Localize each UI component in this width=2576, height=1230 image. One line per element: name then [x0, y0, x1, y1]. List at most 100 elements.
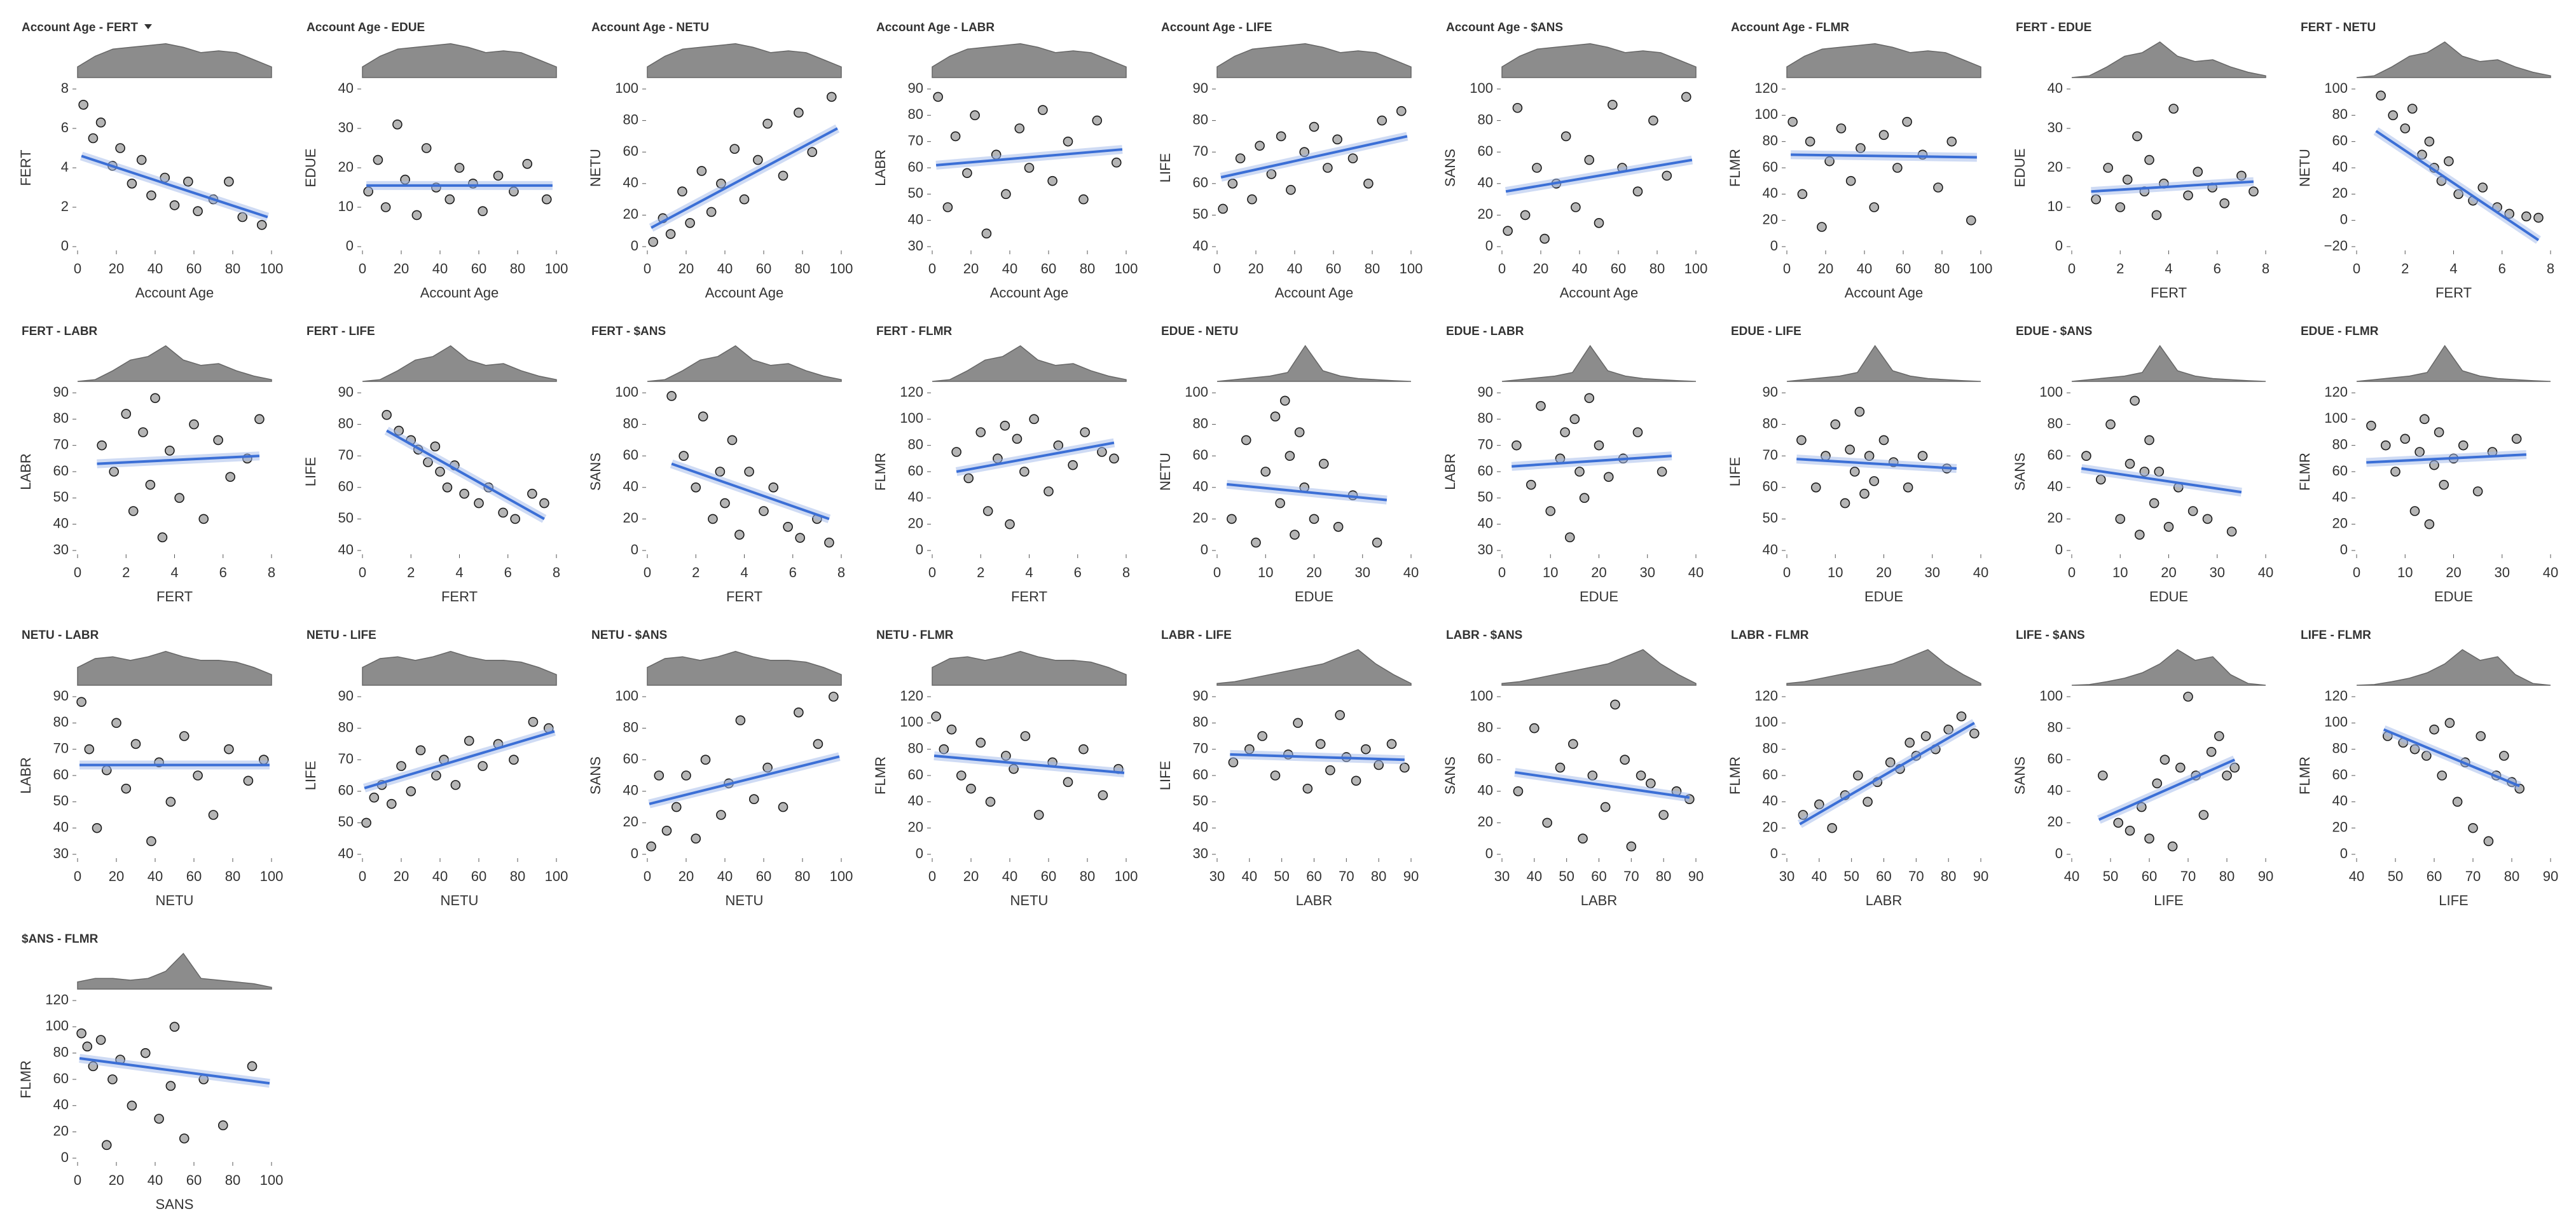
x-tick-label: 90 [1688, 868, 1704, 884]
y-tick-label: 50 [338, 814, 354, 830]
x-axis-label: Account Age [135, 285, 214, 301]
y-tick-label: 80 [623, 415, 638, 431]
x-tick-label: 100 [1115, 868, 1138, 884]
point [2091, 194, 2101, 205]
point [1294, 427, 1305, 437]
point [1318, 458, 1329, 469]
point [681, 770, 691, 781]
point [1853, 770, 1863, 781]
panel-title: EDUE - LABR [1446, 325, 1524, 338]
x-tick-label: 0 [2068, 564, 2076, 580]
x-axis-label: LABR [1581, 892, 1617, 908]
y-tick-label: 0 [631, 238, 638, 254]
y-axis-label: NETU [588, 149, 603, 187]
panel-title: FERT - LIFE [307, 325, 375, 338]
x-tick-label: 50 [1274, 868, 1289, 884]
point [2193, 167, 2203, 177]
regression-line [1227, 482, 1388, 502]
point [2144, 435, 2154, 446]
marginal-density [1786, 43, 1981, 78]
point [150, 393, 160, 404]
y-tick-label: 40 [338, 80, 354, 96]
point [671, 802, 682, 812]
point [107, 1074, 118, 1084]
point [708, 514, 718, 524]
x-tick-label: 0 [1213, 564, 1221, 580]
point [1532, 163, 1542, 173]
point [829, 692, 839, 702]
point [392, 120, 403, 130]
point [933, 92, 943, 102]
y-axis-label: SANS [1442, 756, 1458, 795]
y-tick-label: 100 [615, 384, 638, 400]
y-tick-label: 60 [53, 463, 69, 479]
panel-title: Account Age - LIFE [1161, 21, 1272, 34]
point [946, 724, 957, 735]
y-tick-label: 40 [53, 819, 69, 835]
x-tick-label: 60 [1041, 868, 1056, 884]
point [1564, 532, 1575, 543]
point [1109, 453, 1119, 464]
point [136, 154, 147, 165]
y-tick-label: 80 [1193, 714, 1208, 730]
y-axis-label: NETU [2297, 149, 2313, 187]
point [140, 1048, 151, 1058]
point [794, 707, 804, 718]
point [1019, 467, 1030, 477]
panel-title: EDUE - FLMR [2301, 325, 2379, 338]
point [2198, 810, 2209, 820]
marginal-density [2356, 345, 2551, 382]
marginal-density [362, 43, 557, 78]
point [169, 1022, 180, 1032]
marginal-density [1216, 649, 1412, 686]
x-tick-label: 8 [1122, 564, 1130, 580]
x-tick-label: 40 [2258, 564, 2273, 580]
x-tick-label: 100 [260, 261, 284, 277]
dropdown-arrow[interactable] [144, 24, 152, 29]
y-tick-label: 90 [53, 384, 69, 400]
x-tick-label: 80 [1656, 868, 1671, 884]
point [1902, 116, 1912, 127]
y-tick-label: 100 [900, 714, 923, 730]
point [2407, 104, 2418, 114]
y-tick-label: 80 [1193, 415, 1208, 431]
point [2400, 434, 2411, 444]
x-axis-label: FERT [1011, 589, 1047, 605]
x-tick-label: 20 [678, 261, 694, 277]
point [2477, 182, 2488, 193]
x-tick-label: 40 [717, 261, 733, 277]
x-axis-label: SANS [156, 1196, 194, 1212]
panel-title: NETU - LIFE [307, 629, 376, 642]
point [826, 92, 837, 102]
y-axis-label: LABR [872, 149, 888, 186]
x-tick-label: 60 [1876, 868, 1891, 884]
x-tick-label: 40 [1527, 868, 1542, 884]
y-tick-label: 100 [2324, 714, 2348, 730]
point [1279, 395, 1290, 406]
point [2424, 519, 2435, 530]
panel-title: FERT - NETU [2301, 21, 2376, 34]
y-tick-label: 60 [1478, 463, 1493, 479]
y-tick-label: 40 [1763, 542, 1778, 557]
y-tick-label: 80 [2332, 740, 2348, 756]
x-tick-label: 10 [2397, 564, 2413, 580]
point [450, 780, 461, 790]
point [1946, 136, 1957, 147]
point [127, 1100, 137, 1111]
point [256, 220, 267, 230]
panel-title: NETU - $ANS [591, 629, 667, 642]
point [1956, 711, 1967, 721]
y-tick-label: 0 [1770, 845, 1778, 861]
point [217, 1120, 228, 1131]
y-tick-label: 120 [900, 688, 923, 704]
marginal-density [932, 345, 1127, 382]
point [2144, 154, 2154, 165]
point [179, 1133, 189, 1144]
point [101, 1140, 112, 1151]
x-tick-label: 60 [1041, 261, 1056, 277]
point [1810, 482, 1821, 493]
point [510, 514, 520, 524]
x-tick-label: 50 [2388, 868, 2403, 884]
x-axis-label: EDUE [1580, 589, 1618, 605]
point [985, 796, 996, 807]
